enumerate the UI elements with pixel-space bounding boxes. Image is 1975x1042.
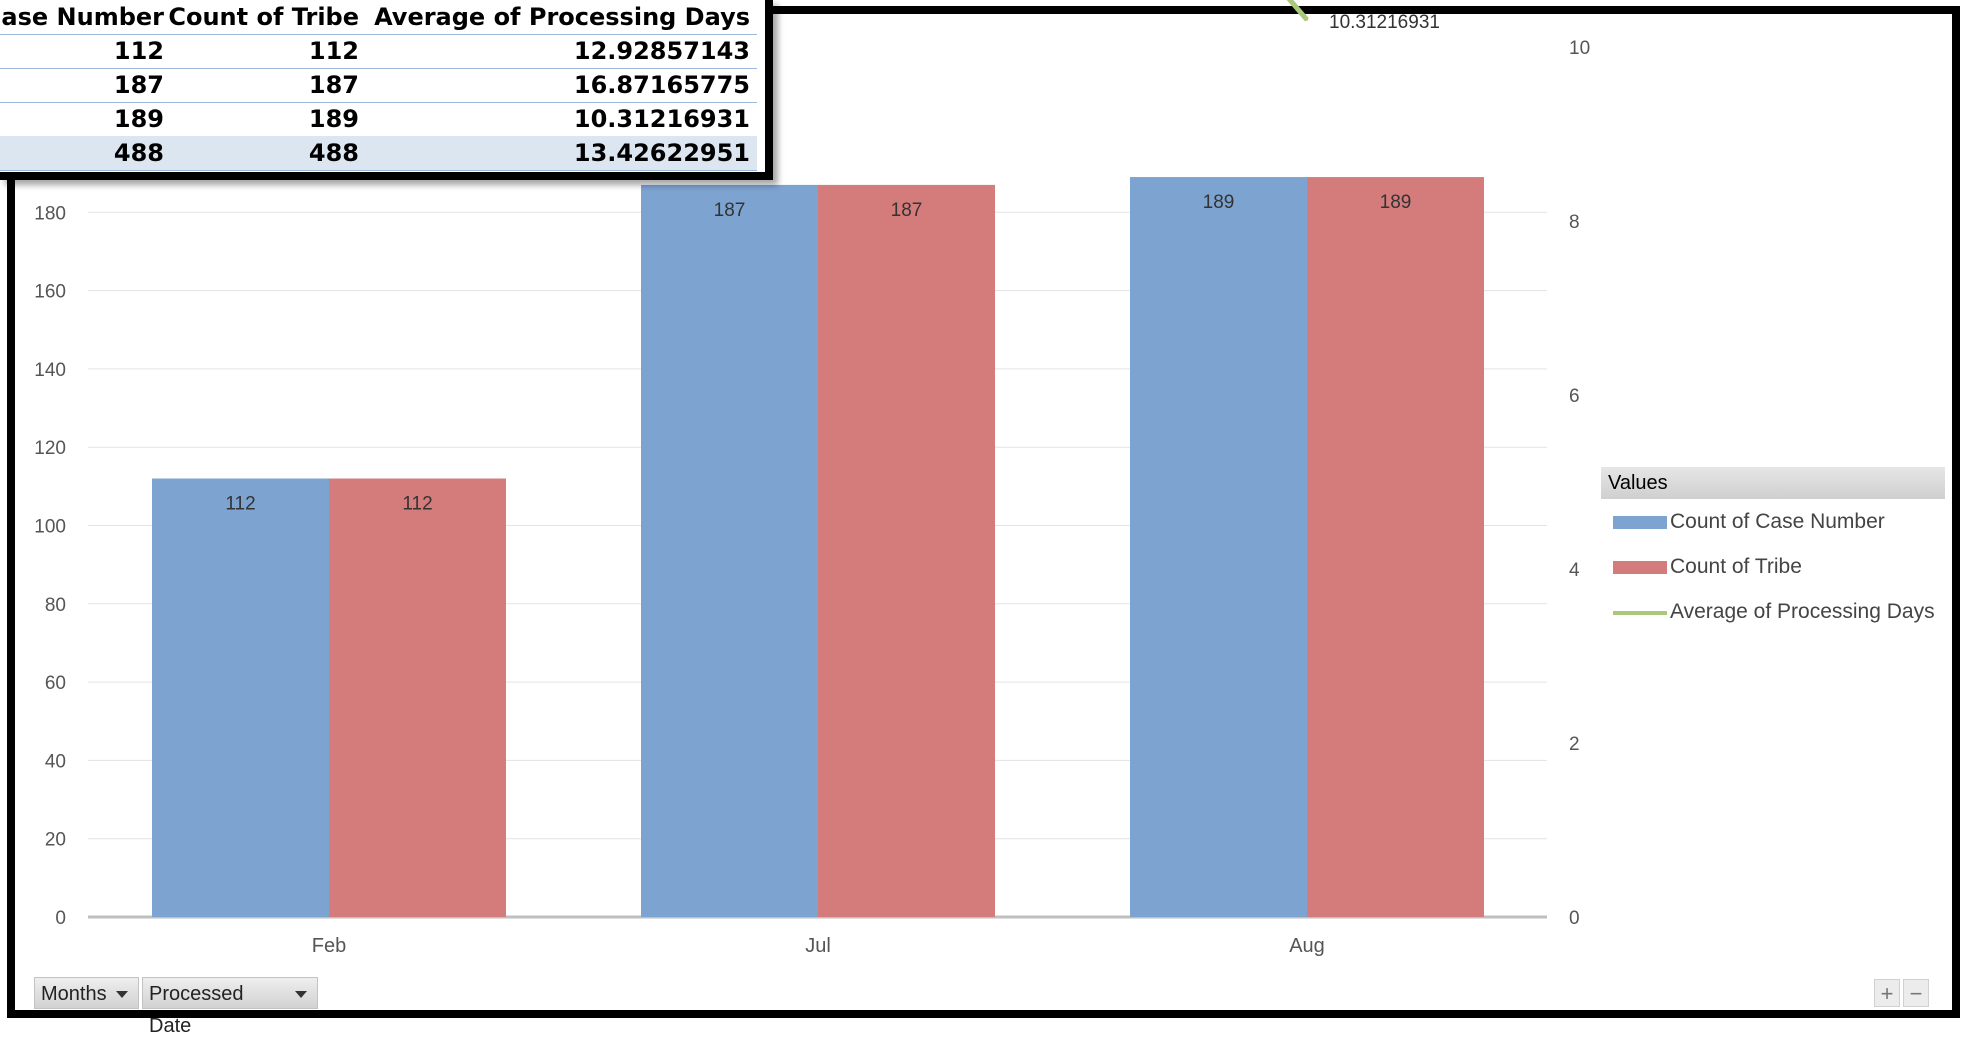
minus-icon: −	[1909, 981, 1923, 1006]
cell-case-number: 189	[113, 105, 164, 133]
pivot-header-row: Case Number Count of Tribe Average of Pr…	[0, 0, 757, 35]
bar-data-label: 187	[714, 200, 746, 221]
y-right-tick-label: 6	[1569, 386, 1580, 407]
cell-count-of-tribe: 112	[308, 37, 359, 65]
legend-label: Count of Tribe	[1670, 555, 1802, 578]
y-right-tick-label: 2	[1569, 734, 1580, 755]
bar-count-of-tribe	[329, 478, 506, 917]
bar-data-label: 187	[891, 200, 923, 221]
bar-data-label: 112	[402, 494, 432, 515]
bar-count-of-case-number	[152, 478, 329, 917]
table-row[interactable]: 189 189 10.31216931	[0, 102, 757, 137]
cell-average-processing-days: 10.31216931	[573, 105, 750, 133]
y-right-tick-label: 0	[1569, 908, 1580, 929]
cell-average-processing-days: 12.92857143	[573, 37, 750, 65]
chart-legend[interactable]: Values Count of Case Number Count of Tri…	[1601, 467, 1945, 637]
bar-count-of-tribe	[818, 184, 995, 917]
y-left-tick-label: 180	[34, 203, 66, 224]
months-field-button[interactable]: Months	[34, 977, 139, 1009]
y-left-tick-label: 20	[45, 830, 66, 851]
bar-count-of-case-number	[641, 184, 818, 917]
y-right-tick-label: 4	[1569, 560, 1580, 581]
x-tick-label: Feb	[312, 935, 346, 957]
expand-field-button[interactable]: +	[1874, 979, 1900, 1007]
legend-line-green	[1613, 611, 1667, 615]
pivot-table: Case Number Count of Tribe Average of Pr…	[0, 0, 773, 180]
y-left-tick-label: 80	[45, 595, 66, 616]
collapse-field-button[interactable]: −	[1903, 979, 1929, 1007]
cell-average-processing-days: 16.87165775	[573, 71, 750, 99]
processed-date-field-button[interactable]: Processed Date	[142, 977, 318, 1037]
y-left-tick-label: 120	[34, 438, 66, 459]
cell-case-number: 187	[113, 71, 164, 99]
bar-data-label: 189	[1380, 192, 1412, 213]
legend-swatch-blue	[1613, 516, 1667, 529]
chevron-down-icon[interactable]	[116, 991, 128, 998]
table-row[interactable]: 112 112 12.92857143	[0, 34, 757, 69]
bar-data-label: 112	[225, 494, 255, 515]
chevron-down-icon[interactable]	[295, 991, 307, 998]
header-count-of-tribe[interactable]: Count of Tribe	[168, 3, 359, 31]
bar-count-of-case-number	[1130, 177, 1307, 917]
line-point	[1306, 18, 1308, 21]
total-average-processing-days: 13.42622951	[573, 139, 750, 167]
header-average-processing-days[interactable]: Average of Processing Days	[374, 3, 750, 31]
legend-label: Count of Case Number	[1670, 510, 1885, 533]
y-left-tick-label: 140	[34, 360, 66, 381]
y-left-tick-label: 60	[45, 673, 66, 694]
header-case-number[interactable]: Case Number	[0, 3, 164, 31]
legend-swatch-red	[1613, 561, 1667, 574]
cell-case-number: 112	[113, 37, 164, 65]
y-right-tick-label: 8	[1569, 212, 1580, 233]
bar-data-label: 189	[1203, 192, 1235, 213]
y-left-tick-label: 160	[34, 282, 66, 303]
plus-icon: +	[1880, 981, 1894, 1006]
y-left-tick-label: 0	[55, 908, 66, 929]
cell-count-of-tribe: 187	[308, 71, 359, 99]
bar-count-of-tribe	[1307, 177, 1484, 917]
line-data-label: 10.31216931	[1329, 12, 1440, 33]
y-left-tick-label: 100	[34, 517, 66, 538]
legend-label: Average of Processing Days	[1670, 600, 1935, 623]
legend-title: Values	[1601, 467, 1945, 499]
y-left-tick-label: 40	[45, 751, 66, 772]
grand-total-row[interactable]: 488 488 13.42622951	[0, 136, 757, 171]
x-tick-label: Jul	[805, 935, 831, 957]
total-count-of-tribe: 488	[308, 139, 359, 167]
months-field-label: Months	[41, 983, 107, 1005]
table-row[interactable]: 187 187 16.87165775	[0, 68, 757, 103]
x-tick-label: Aug	[1289, 935, 1325, 957]
cell-count-of-tribe: 189	[308, 105, 359, 133]
y-right-tick-label: 10	[1569, 38, 1590, 59]
total-case-number: 488	[113, 139, 164, 167]
